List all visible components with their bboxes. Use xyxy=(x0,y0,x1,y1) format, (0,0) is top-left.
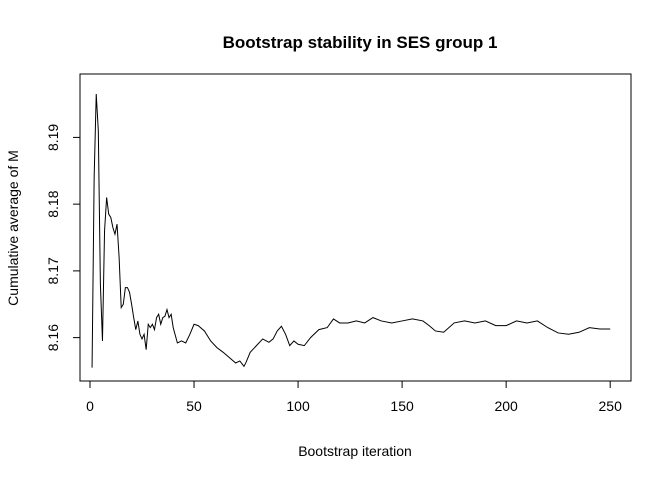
plot-frame xyxy=(79,73,632,382)
x-tick-label: 0 xyxy=(86,398,94,414)
y-axis-label: Cumulative average of M xyxy=(5,150,21,306)
x-axis: 0 50 100 150 200 250 xyxy=(86,380,623,414)
y-tick-label: 8.16 xyxy=(45,324,61,351)
x-tick-label: 150 xyxy=(390,398,414,414)
series-line-1 xyxy=(91,93,611,368)
chart-title: Bootstrap stability in SES group 1 xyxy=(223,33,498,52)
y-tick-label: 8.19 xyxy=(45,124,61,151)
x-axis-label: Bootstrap iteration xyxy=(298,443,412,459)
x-tick-label: 250 xyxy=(599,398,623,414)
x-tick-label: 50 xyxy=(186,398,202,414)
y-axis: 8.16 8.17 8.18 8.19 xyxy=(45,124,81,351)
y-tick-label: 8.17 xyxy=(45,257,61,284)
plot-area xyxy=(91,93,611,368)
x-tick-label: 100 xyxy=(286,398,310,414)
x-tick-label: 200 xyxy=(494,398,518,414)
y-tick-label: 8.18 xyxy=(45,190,61,217)
